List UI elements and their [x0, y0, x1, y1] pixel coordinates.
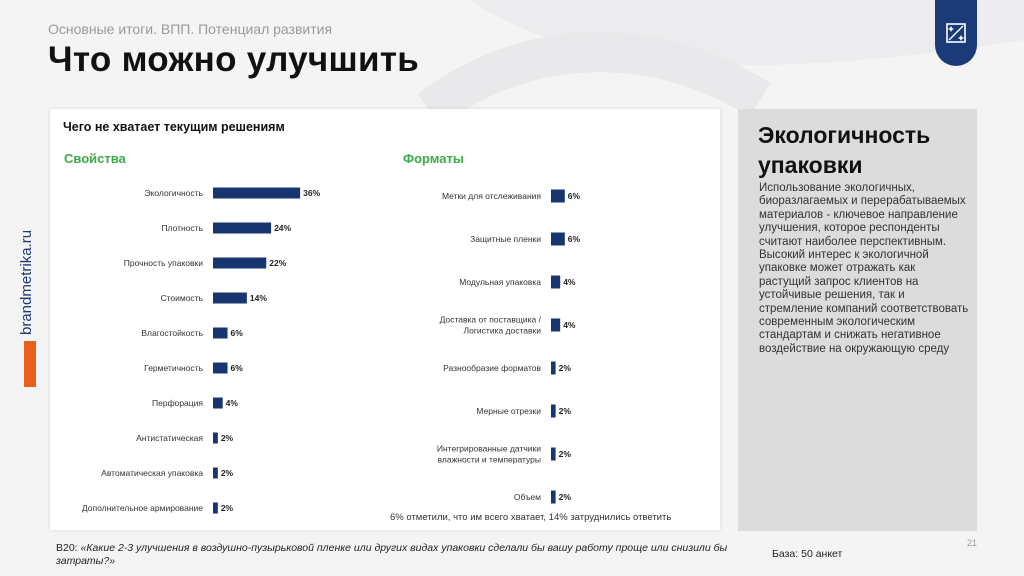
chart-1-item-1-bar	[551, 232, 565, 246]
chart-0-item-8-label: Автоматическая упаковка	[101, 468, 203, 478]
chart-panel	[50, 109, 720, 530]
insight-title: Экологичность упаковки	[758, 122, 931, 178]
chart-1-item-5-bar	[551, 404, 556, 418]
sample-base: База: 50 анкет	[772, 548, 843, 560]
chart-section-formats-title: Форматы	[403, 151, 464, 166]
chart-0-item-1-value: 24%	[274, 223, 291, 233]
chart-0-item-8-bar	[213, 467, 218, 479]
chart-0-item-6-label: Перфорация	[152, 398, 203, 408]
chart-0-item-6-bar	[213, 397, 223, 409]
chart-1-item-2-value: 4%	[563, 277, 576, 287]
chart-0-item-2-bar	[213, 257, 267, 269]
chart-0-item-0-value: 36%	[303, 188, 320, 198]
chart-1-item-4-value: 2%	[559, 363, 572, 373]
chart-1-item-6-bar	[551, 447, 556, 461]
chart-0-item-9-label: Дополнительное армирование	[82, 503, 203, 513]
brand-logo	[935, 0, 977, 66]
chart-1-item-3-label: Доставка от поставщика / Логистика достав…	[440, 315, 542, 336]
chart-0-item-5-value: 6%	[231, 363, 244, 373]
chart-1-item-2-bar	[551, 275, 561, 289]
chart-1-item-6-value: 2%	[559, 449, 572, 459]
chart-1-item-0-bar	[551, 189, 565, 203]
section-subtitle: Основные итоги. ВПП. Потенциал развития	[48, 21, 333, 37]
chart-1-item-1-value: 6%	[568, 234, 581, 244]
chart-1-item-0-label: Метки для отслеживания	[442, 191, 541, 201]
chart-0-item-4-value: 6%	[231, 328, 244, 338]
chart-0-item-4-label: Влагостойкость	[141, 328, 203, 338]
chart-0-item-5-label: Герметичность	[144, 363, 203, 373]
chart-1-item-0-value: 6%	[568, 191, 581, 201]
chart-0-item-2-label: Прочность упаковки	[124, 258, 204, 268]
chart-section-properties-title: Свойства	[64, 151, 126, 166]
chart-1-item-4-bar	[551, 361, 556, 375]
brand-accent-bar	[24, 341, 36, 387]
chart-0-item-5-bar	[213, 362, 228, 374]
chart-0-item-1-bar	[213, 222, 272, 234]
chart-0-item-4-bar	[213, 327, 228, 339]
page-number: 21	[967, 538, 978, 548]
chart-0-item-6-value: 4%	[226, 398, 239, 408]
chart-0-item-3-bar	[213, 292, 247, 304]
chart-0-item-9-bar	[213, 502, 218, 514]
chart-0-item-7-label: Антистатическая	[136, 433, 203, 443]
chart-0-item-0-bar	[213, 187, 301, 199]
chart-1-item-5-value: 2%	[559, 406, 572, 416]
insight-body: Использование экологичных, биоразлагаемы…	[759, 182, 969, 355]
chart-1-item-7-bar	[551, 490, 556, 504]
chart-1-item-7-label: Объем	[514, 492, 541, 502]
chart-0-item-7-bar	[213, 432, 218, 444]
chart-0-item-9-value: 2%	[221, 503, 234, 513]
chart-1-item-6-label: Интегрированные датчики влажности и темпе…	[437, 444, 541, 465]
question-code: В20:	[56, 542, 81, 554]
chart-0-item-0-label: Экологичность	[144, 188, 203, 198]
chart-0-item-2-value: 22%	[269, 258, 286, 268]
chart-0-item-3-label: Стоимость	[160, 293, 203, 303]
chart-title: Чего не хватает текущим решениям	[63, 120, 285, 134]
chart-1-item-3-value: 4%	[563, 320, 576, 330]
chart-1-item-7-value: 2%	[559, 492, 572, 502]
question-text: «Какие 2-3 улучшения в воздушно-пузырько…	[56, 542, 728, 567]
chart-0-item-8-value: 2%	[221, 468, 234, 478]
survey-question: В20: «Какие 2-3 улучшения в воздушно-пуз…	[56, 542, 746, 568]
chart-0-item-3-value: 14%	[250, 293, 267, 303]
sparkle-frame-icon	[946, 23, 966, 43]
chart-1-item-3-bar	[551, 318, 561, 332]
chart-0-item-1-label: Плотность	[161, 223, 203, 233]
chart-note: 6% отметили, что им всего хватает, 14% з…	[390, 512, 672, 523]
insight-panel	[738, 109, 977, 531]
page-title: Что можно улучшить	[48, 40, 420, 79]
chart-0-item-7-value: 2%	[221, 433, 234, 443]
chart-1-item-5-label: Мерные отрезки	[476, 406, 541, 416]
chart-1-item-2-label: Модульная упаковка	[459, 277, 541, 287]
chart-1-item-1-label: Защитные пленки	[470, 234, 541, 244]
chart-1-item-4-label: Разнообразие форматов	[443, 363, 541, 373]
